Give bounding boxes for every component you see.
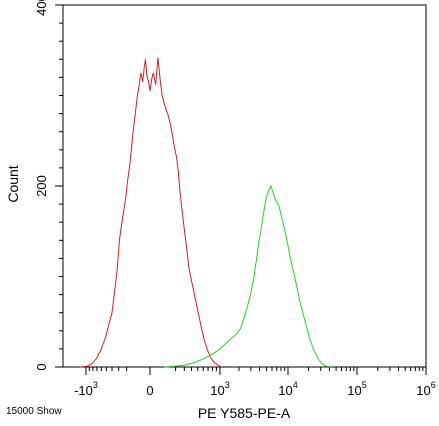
- x-tick-label: 103: [210, 380, 229, 398]
- x-tick-exponent: 3: [93, 380, 98, 390]
- y-tick-label: 200: [34, 175, 49, 197]
- histogram-series-1: [80, 57, 222, 368]
- x-tick-exponent: 3: [225, 380, 230, 390]
- x-tick-label: 105: [347, 380, 366, 398]
- x-tick-exponent: 6: [431, 380, 436, 390]
- y-tick-label: 400: [34, 0, 49, 16]
- x-tick-label: 0: [146, 383, 153, 398]
- x-tick-label: 104: [278, 380, 297, 398]
- x-tick-base: -10: [74, 383, 93, 398]
- x-tick-base: 10: [416, 383, 430, 398]
- axis-ticks: [55, 4, 427, 375]
- x-tick-exponent: 5: [362, 380, 367, 390]
- plot-frame: [62, 4, 427, 368]
- x-tick-label: 106: [416, 380, 435, 398]
- histogram-series-2: [164, 184, 331, 368]
- y-tick-labels: 0 200 400: [34, 0, 49, 371]
- x-tick-exponent: 4: [293, 380, 298, 390]
- series-layer: [80, 57, 331, 368]
- x-tick-base: 0: [146, 383, 153, 398]
- y-axis-title: Count: [5, 165, 21, 202]
- x-tick-base: 10: [278, 383, 292, 398]
- y-tick-label: 0: [34, 363, 49, 370]
- x-tick-base: 10: [210, 383, 224, 398]
- x-tick-base: 10: [347, 383, 361, 398]
- x-tick-label: -103: [74, 380, 98, 398]
- corner-label: 15000 Show: [6, 406, 62, 417]
- x-axis-title: PE Y585-PE-A: [198, 405, 291, 421]
- x-tick-labels: -103 0 103 104 105 106: [74, 380, 436, 398]
